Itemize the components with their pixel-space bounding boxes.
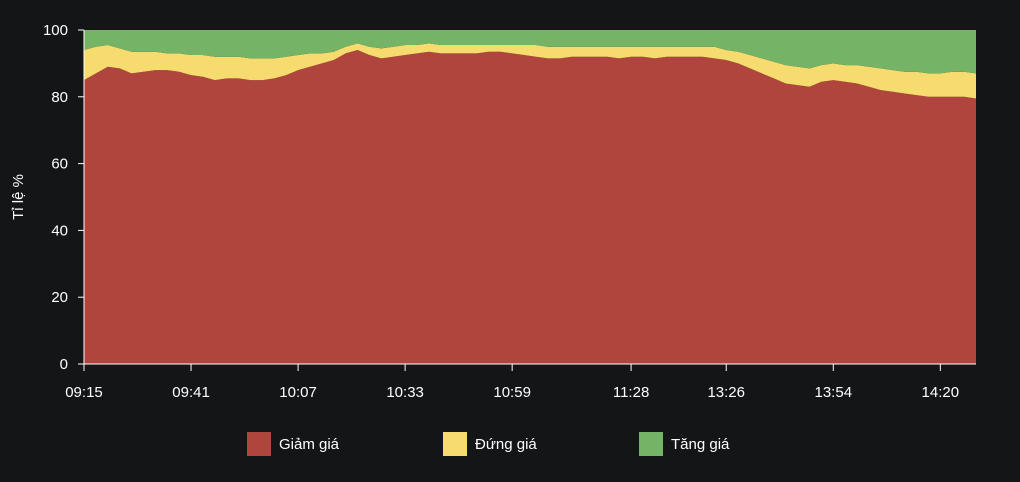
x-tick-label: 14:20 [922, 384, 960, 401]
x-tick-label: 09:41 [172, 384, 210, 401]
x-tick-label: 13:54 [815, 384, 853, 401]
area-series-2 [84, 30, 976, 74]
area-series-1 [84, 43, 976, 99]
legend-label-decrease: Giảm giá [279, 435, 340, 453]
x-tick-label: 10:07 [279, 384, 317, 401]
legend-item-decrease[interactable]: Giảm giá [247, 432, 339, 456]
y-tick-group: 0 20 40 60 80 100 [43, 22, 84, 373]
x-tick-label: 11:28 [613, 384, 649, 401]
y-tick-label: 80 [51, 89, 68, 106]
y-tick-label: 0 [60, 356, 68, 373]
area-series-0 [84, 50, 976, 364]
legend: Giảm giá Đứng giá Tăng giá [0, 432, 1020, 458]
y-axis-label: Tỉ lệ % [10, 174, 27, 220]
y-tick-label: 20 [51, 289, 68, 306]
x-tick-label: 13:26 [707, 384, 745, 401]
legend-label-unchanged: Đứng giá [475, 435, 537, 453]
x-tick-label: 10:59 [493, 384, 531, 401]
legend-item-increase[interactable]: Tăng giá [639, 432, 729, 456]
y-tick-label: 100 [43, 22, 68, 39]
legend-swatch-increase [639, 432, 663, 456]
x-tick-group: 09:15 09:41 10:07 10:33 10:59 11:28 13:26 13:54… [65, 364, 959, 401]
x-tick-label: 09:15 [65, 384, 103, 401]
legend-label-increase: Tăng giá [671, 435, 730, 453]
y-tick-label: 60 [51, 156, 68, 173]
area-series-group [84, 30, 976, 364]
legend-item-unchanged[interactable]: Đứng giá [443, 432, 537, 456]
legend-swatch-unchanged [443, 432, 467, 456]
legend-swatch-decrease [247, 432, 271, 456]
axes-group [83, 30, 976, 365]
y-tick-label: 40 [51, 222, 68, 239]
x-tick-label: 10:33 [386, 384, 424, 401]
